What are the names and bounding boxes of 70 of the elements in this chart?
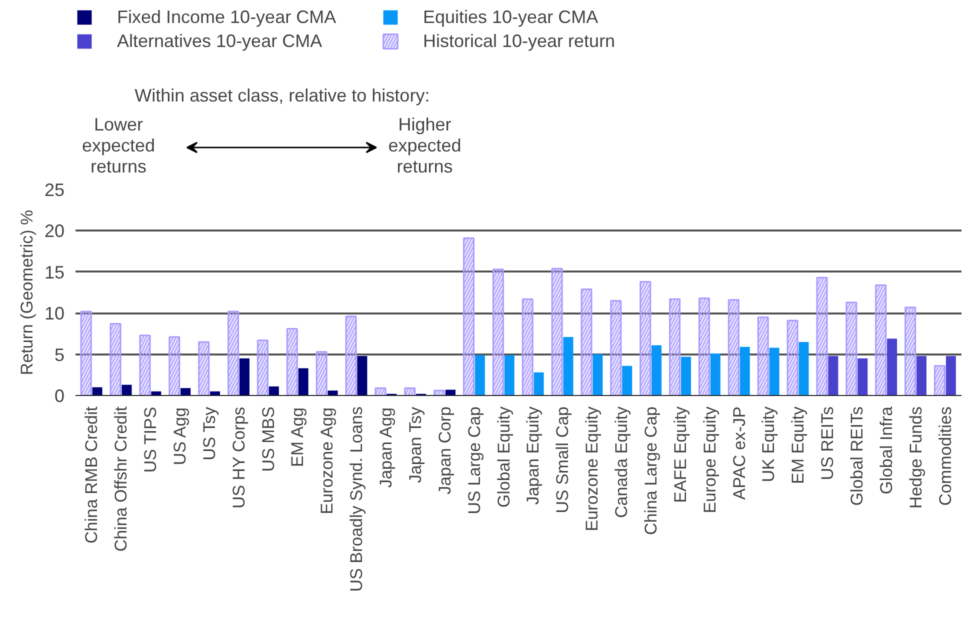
x-tick-label: Eurozone Agg xyxy=(318,407,337,514)
x-tick-label: Europe Equity xyxy=(700,406,720,514)
x-tick-label: Global Infra xyxy=(876,406,896,494)
bar xyxy=(92,387,102,396)
x-tick-label: EM Agg xyxy=(288,407,308,467)
bar xyxy=(652,345,662,396)
y-tick-label: 10 xyxy=(44,304,65,324)
bar xyxy=(298,368,308,396)
bar xyxy=(474,355,485,396)
text: Lower expected returns xyxy=(82,114,156,176)
bar xyxy=(622,366,632,396)
y-tick-label: 0 xyxy=(54,386,65,406)
bar xyxy=(916,356,926,396)
x-tick-label: Eurozone Equity xyxy=(582,406,602,532)
bar xyxy=(328,390,338,396)
bar xyxy=(828,356,838,396)
y-tick-label: 5 xyxy=(54,344,65,365)
legend-label: Fixed Income 10-year CMA xyxy=(117,6,338,28)
x-tick-label: Commodities xyxy=(936,406,955,506)
bar xyxy=(357,356,368,396)
bar xyxy=(446,390,456,396)
legend-label: Historical 10-year return xyxy=(423,30,616,52)
x-tick-label: Canada Equity xyxy=(612,406,632,518)
bar xyxy=(534,372,544,396)
x-tick-label: US HY Corps xyxy=(229,406,248,509)
bar xyxy=(946,356,956,396)
x-tick-label: EM Equity xyxy=(788,406,808,484)
x-tick-label: Global REITs xyxy=(848,406,867,506)
x-tick-label: China Large Cap xyxy=(641,406,660,536)
bar xyxy=(239,358,250,396)
x-tick-label: US Agg xyxy=(170,407,190,466)
x-tick-label: China RMB Credit xyxy=(82,406,102,544)
x-tick-label: US Large Cap xyxy=(464,406,484,514)
bar xyxy=(710,353,720,396)
y-tick-label: 25 xyxy=(44,180,65,200)
x-tick-label: Japan Tsy xyxy=(406,406,425,484)
bar xyxy=(798,342,809,396)
x-tick-label: Japan Agg xyxy=(376,407,396,488)
x-tick-label: Japan Corp xyxy=(435,406,454,494)
bar xyxy=(769,348,780,396)
bar xyxy=(592,354,603,396)
x-tick-label: UK Equity xyxy=(759,406,778,482)
y-tick-label: 20 xyxy=(44,221,65,242)
x-tick-label: US Broadly Synd. Loans xyxy=(347,406,366,592)
x-tick-label: US MBS xyxy=(258,406,278,472)
x-tick-label: APAC ex-JP xyxy=(730,406,749,500)
x-tick-label: US REITs xyxy=(818,406,838,480)
x-tick-label: US Small Cap xyxy=(553,406,572,514)
bar xyxy=(563,336,574,396)
x-tick-label: EAFE Equity xyxy=(670,406,690,503)
bar xyxy=(268,386,279,396)
bar xyxy=(740,346,750,396)
x-tick-label: Global Equity xyxy=(494,406,514,508)
bar xyxy=(122,384,132,396)
bar xyxy=(504,355,514,396)
x-tick-label: US Tsy xyxy=(200,406,219,460)
bar xyxy=(180,388,191,396)
y-axis-title: Return (Geometric) % xyxy=(17,210,36,376)
bar xyxy=(887,338,898,396)
x-tick-label: China Offshr Credit xyxy=(112,406,131,552)
x-tick-label: Hedge Funds xyxy=(906,406,926,509)
text: Within asset class, relative to history: xyxy=(134,86,430,106)
bar xyxy=(858,358,868,396)
legend-label: Alternatives 10-year CMA xyxy=(117,30,324,52)
legend-label: Equities 10-year CMA xyxy=(423,6,600,28)
x-tick-label: Japan Equity xyxy=(524,406,543,505)
y-tick-label: 15 xyxy=(44,262,65,282)
x-tick-label: US TIPS xyxy=(141,406,160,473)
text: Higher expected returns xyxy=(388,114,462,176)
bar xyxy=(680,356,691,396)
